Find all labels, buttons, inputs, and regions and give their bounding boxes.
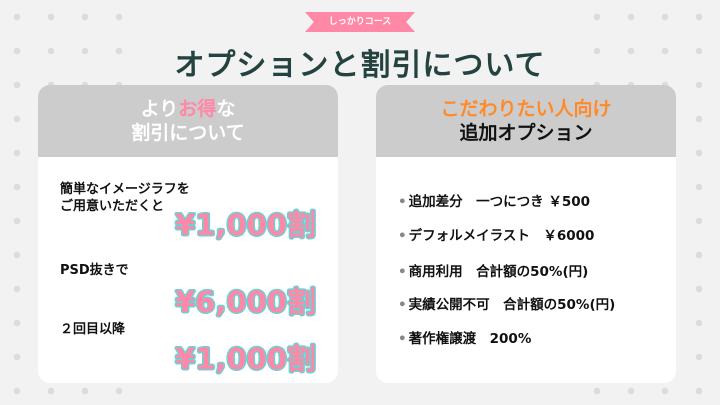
discount-price: ¥6,000割	[175, 285, 316, 319]
option-item: 商用利用 合計額の50%(円)	[398, 260, 589, 280]
option-item: 著作権譲渡 200%	[398, 327, 532, 347]
head-text: な	[216, 98, 236, 120]
head-text: より	[140, 98, 179, 120]
discount-card-header: よりお得な 割引について	[38, 85, 338, 157]
head-highlight: こだわりたい人向け	[440, 98, 612, 120]
head-highlight: お得	[178, 98, 217, 120]
option-item: 追加差分 一つにつき ￥500	[398, 190, 590, 210]
discount-price: ¥1,000割	[175, 208, 316, 242]
discount-label: PSD抜きで	[60, 263, 129, 278]
discount-card: よりお得な 割引について 簡単なイメージラフを ご用意いただくと ¥1,000割 …	[38, 85, 338, 383]
options-card: こだわりたい人向け 追加オプション 追加差分 一つにつき ￥500 デフォルメイ…	[376, 85, 676, 383]
discount-label: ２回目以降	[60, 322, 126, 337]
option-item: デフォルメイラスト ￥6000	[398, 224, 595, 244]
head-text: 割引について	[131, 122, 245, 144]
head-text: 追加オプション	[459, 122, 593, 144]
options-card-header: こだわりたい人向け 追加オプション	[376, 85, 676, 157]
discount-label: 簡単なイメージラフを ご用意いただくと	[60, 182, 190, 214]
course-ribbon: しっかりコース	[305, 12, 415, 32]
discount-price: ¥1,000割	[175, 342, 316, 376]
page-title: オプションと割引について	[174, 48, 546, 83]
option-item: 実績公開不可 合計額の50%(円)	[398, 293, 616, 313]
